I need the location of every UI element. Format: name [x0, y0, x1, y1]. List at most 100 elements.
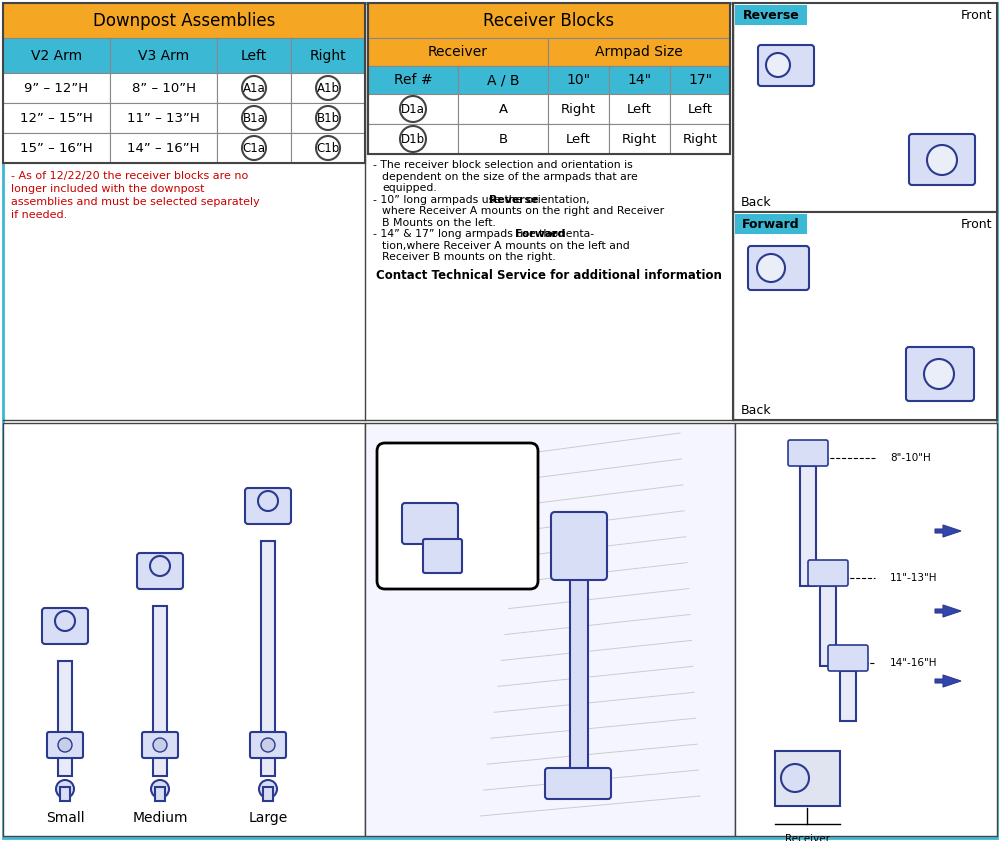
Text: Front: Front: [960, 218, 992, 230]
Bar: [458, 94, 548, 124]
Bar: [110, 133, 217, 163]
Text: 8"-10"H: 8"-10"H: [890, 453, 931, 463]
Circle shape: [261, 738, 275, 752]
FancyBboxPatch shape: [42, 608, 88, 644]
Bar: [3, 73, 110, 103]
Text: D1a: D1a: [401, 103, 425, 115]
Bar: [217, 103, 291, 133]
Text: A / B: A / B: [487, 73, 519, 87]
Text: orientation,: orientation,: [523, 194, 589, 204]
Text: assemblies and must be selected separately: assemblies and must be selected separate…: [11, 197, 260, 207]
Text: Receiver
Block: Receiver Block: [784, 834, 830, 841]
Bar: [155, 787, 165, 801]
Text: - 14” & 17” long armpads use the: - 14” & 17” long armpads use the: [373, 229, 560, 239]
Bar: [820, 586, 836, 666]
Text: Ref #: Ref #: [394, 73, 432, 87]
Bar: [733, 212, 997, 420]
Bar: [548, 66, 609, 94]
Bar: [368, 3, 730, 154]
Circle shape: [58, 738, 72, 752]
Circle shape: [781, 764, 809, 792]
Bar: [3, 103, 110, 133]
FancyBboxPatch shape: [545, 768, 611, 799]
FancyArrow shape: [935, 675, 961, 687]
Bar: [3, 3, 365, 38]
Text: 11” – 13”H: 11” – 13”H: [127, 112, 200, 124]
Circle shape: [153, 738, 167, 752]
Text: A1b: A1b: [316, 82, 340, 94]
Text: tion,where Receiver A mounts on the left and: tion,where Receiver A mounts on the left…: [382, 241, 630, 251]
Bar: [217, 38, 291, 73]
FancyBboxPatch shape: [245, 488, 291, 524]
FancyBboxPatch shape: [909, 134, 975, 185]
Bar: [365, 423, 735, 836]
FancyBboxPatch shape: [808, 560, 848, 586]
Text: 8” – 10”H: 8” – 10”H: [132, 82, 196, 94]
Text: V3 Arm: V3 Arm: [138, 49, 189, 62]
Bar: [263, 787, 273, 801]
Text: Forward: Forward: [515, 229, 565, 239]
Bar: [800, 466, 816, 586]
FancyBboxPatch shape: [250, 732, 286, 758]
Text: A: A: [767, 260, 779, 274]
Text: V2 Arm: V2 Arm: [31, 49, 82, 62]
Circle shape: [927, 145, 957, 175]
Bar: [368, 124, 458, 154]
Bar: [609, 66, 670, 94]
Text: 11"-13"H: 11"-13"H: [890, 573, 938, 583]
Bar: [670, 124, 730, 154]
Text: Reverse: Reverse: [743, 8, 799, 22]
Text: A: A: [498, 103, 508, 115]
FancyBboxPatch shape: [748, 246, 809, 290]
FancyBboxPatch shape: [402, 503, 458, 544]
Bar: [291, 133, 365, 163]
FancyBboxPatch shape: [828, 645, 868, 671]
Text: A1a: A1a: [243, 82, 265, 94]
Bar: [670, 94, 730, 124]
Bar: [458, 124, 548, 154]
Bar: [735, 214, 807, 234]
Bar: [3, 133, 110, 163]
Bar: [548, 124, 609, 154]
Text: 12” – 15”H: 12” – 15”H: [20, 112, 93, 124]
Text: equipped.: equipped.: [382, 183, 437, 193]
Text: A: A: [961, 160, 973, 174]
Text: B: B: [961, 383, 973, 398]
Text: - As of 12/22/20 the receiver blocks are no: - As of 12/22/20 the receiver blocks are…: [11, 171, 248, 181]
Text: Reverse: Reverse: [489, 194, 538, 204]
Bar: [110, 103, 217, 133]
Circle shape: [258, 491, 278, 511]
Bar: [60, 787, 70, 801]
Text: Left: Left: [688, 103, 712, 115]
Bar: [570, 576, 588, 776]
Text: Small: Small: [46, 811, 84, 825]
Bar: [368, 66, 458, 94]
Text: D1b: D1b: [401, 133, 425, 145]
Text: Forward: Forward: [742, 218, 800, 230]
Bar: [58, 661, 72, 776]
Bar: [291, 38, 365, 73]
FancyArrow shape: [935, 525, 961, 537]
Text: Right: Right: [682, 133, 718, 145]
FancyBboxPatch shape: [377, 443, 538, 589]
Text: Left: Left: [627, 103, 652, 115]
Bar: [670, 66, 730, 94]
Text: 17": 17": [688, 73, 712, 87]
Text: B1a: B1a: [243, 112, 265, 124]
FancyBboxPatch shape: [788, 440, 828, 466]
Text: 14"-16"H: 14"-16"H: [890, 658, 938, 668]
Bar: [217, 133, 291, 163]
Text: - 10” long armpads use the: - 10” long armpads use the: [373, 194, 526, 204]
Text: 10": 10": [566, 73, 591, 87]
Text: if needed.: if needed.: [11, 210, 67, 220]
Text: Receiver B mounts on the right.: Receiver B mounts on the right.: [382, 252, 556, 262]
FancyBboxPatch shape: [906, 347, 974, 401]
Bar: [217, 73, 291, 103]
Bar: [291, 73, 365, 103]
Text: Large: Large: [248, 811, 288, 825]
Bar: [291, 103, 365, 133]
FancyBboxPatch shape: [758, 45, 814, 86]
Text: Right: Right: [310, 49, 346, 62]
Circle shape: [150, 556, 170, 576]
Circle shape: [259, 780, 277, 798]
